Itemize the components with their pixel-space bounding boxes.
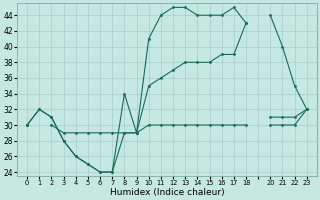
X-axis label: Humidex (Indice chaleur): Humidex (Indice chaleur) (110, 188, 224, 197)
